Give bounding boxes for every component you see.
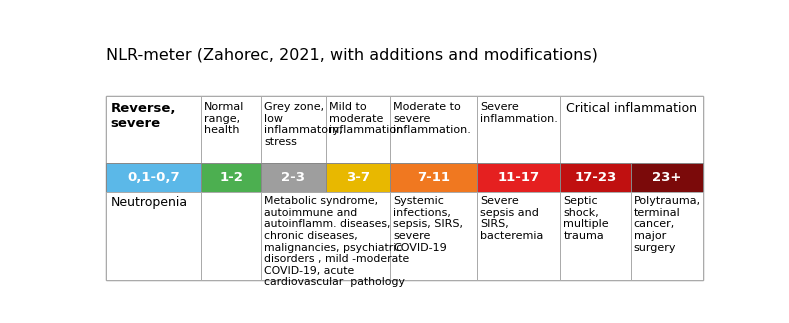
Text: Moderate to
severe
inflammation.: Moderate to severe inflammation. bbox=[394, 102, 471, 135]
Bar bbox=[560, 192, 630, 280]
Text: 3-7: 3-7 bbox=[346, 171, 370, 184]
Bar bbox=[261, 96, 326, 163]
Text: Reverse,
severe: Reverse, severe bbox=[110, 102, 177, 130]
Bar bbox=[106, 96, 201, 163]
Text: Mild to
moderate
inflammation: Mild to moderate inflammation bbox=[329, 102, 403, 135]
Text: 1-2: 1-2 bbox=[219, 171, 243, 184]
Text: 2-3: 2-3 bbox=[282, 171, 305, 184]
Text: 17-23: 17-23 bbox=[574, 171, 616, 184]
Bar bbox=[560, 163, 630, 192]
Bar bbox=[560, 96, 703, 163]
Bar bbox=[201, 96, 261, 163]
Text: Severe
inflammation.: Severe inflammation. bbox=[481, 102, 559, 124]
Text: 23+: 23+ bbox=[652, 171, 682, 184]
Text: Grey zone,
low
inflammatory,
stress: Grey zone, low inflammatory, stress bbox=[264, 102, 342, 147]
Text: 0,1-0,7: 0,1-0,7 bbox=[127, 171, 180, 184]
Text: Polytrauma,
terminal
cancer,
major
surgery: Polytrauma, terminal cancer, major surge… bbox=[634, 196, 701, 253]
Text: 11-17: 11-17 bbox=[498, 171, 540, 184]
Bar bbox=[477, 96, 560, 163]
Text: NLR-meter (Zahorec, 2021, with additions and modifications): NLR-meter (Zahorec, 2021, with additions… bbox=[106, 47, 598, 62]
Bar bbox=[106, 163, 201, 192]
Text: 7-11: 7-11 bbox=[417, 171, 451, 184]
Bar bbox=[261, 192, 391, 280]
Bar bbox=[630, 192, 703, 280]
Text: Neutropenia: Neutropenia bbox=[110, 196, 188, 209]
Text: Normal
range,
health: Normal range, health bbox=[204, 102, 245, 135]
Bar bbox=[106, 96, 703, 280]
Bar bbox=[477, 163, 560, 192]
Text: Septic
shock,
multiple
trauma: Septic shock, multiple trauma bbox=[563, 196, 609, 241]
Bar bbox=[201, 192, 261, 280]
Bar bbox=[106, 192, 201, 280]
Bar bbox=[261, 163, 326, 192]
Bar bbox=[630, 163, 703, 192]
Text: Severe
sepsis and
SIRS,
bacteremia: Severe sepsis and SIRS, bacteremia bbox=[481, 196, 544, 241]
Text: Critical inflammation: Critical inflammation bbox=[566, 102, 697, 115]
Bar bbox=[326, 163, 391, 192]
Bar bbox=[477, 192, 560, 280]
Bar bbox=[326, 96, 391, 163]
Text: Systemic
infections,
sepsis, SIRS,
severe
COVID-19: Systemic infections, sepsis, SIRS, sever… bbox=[394, 196, 463, 253]
Text: Metabolic syndrome,
autoimmune and
autoinflamm. diseases,
chronic diseases,
mali: Metabolic syndrome, autoimmune and autoi… bbox=[264, 196, 409, 287]
Bar bbox=[391, 96, 477, 163]
Bar bbox=[201, 163, 261, 192]
Bar bbox=[391, 192, 477, 280]
Bar bbox=[391, 163, 477, 192]
